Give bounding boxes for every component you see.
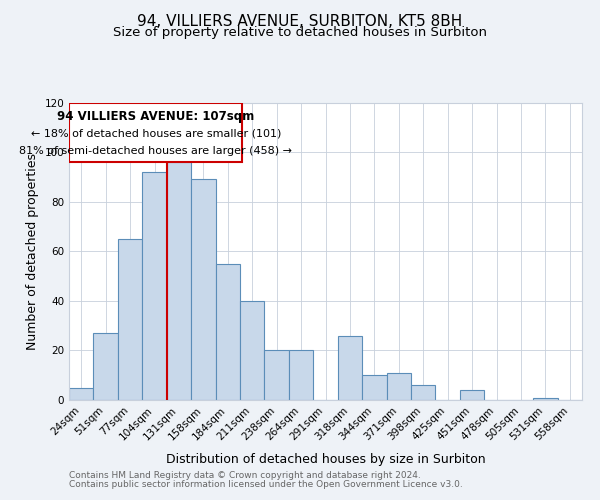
Bar (240, 301, 265, 400)
Bar (411, 385, 436, 400)
Bar (362, 375, 386, 400)
Bar (386, 372, 411, 400)
Bar (167, 162, 191, 400)
X-axis label: Distribution of detached houses by size in Surbiton: Distribution of detached houses by size … (166, 453, 485, 466)
Text: 94, VILLIERS AVENUE, SURBITON, KT5 8BH: 94, VILLIERS AVENUE, SURBITON, KT5 8BH (137, 14, 463, 29)
Text: Size of property relative to detached houses in Surbiton: Size of property relative to detached ho… (113, 26, 487, 39)
Bar (118, 239, 142, 400)
Text: 81% of semi-detached houses are larger (458) →: 81% of semi-detached houses are larger (… (19, 146, 292, 156)
Text: Contains HM Land Registry data © Crown copyright and database right 2024.: Contains HM Land Registry data © Crown c… (69, 471, 421, 480)
Text: Contains public sector information licensed under the Open Government Licence v3: Contains public sector information licen… (69, 480, 463, 489)
FancyBboxPatch shape (69, 102, 242, 162)
Bar (338, 336, 362, 400)
Bar (215, 264, 240, 400)
Y-axis label: Number of detached properties: Number of detached properties (26, 153, 39, 350)
Text: ← 18% of detached houses are smaller (101): ← 18% of detached houses are smaller (10… (31, 128, 281, 138)
Bar (69, 388, 94, 400)
Bar (265, 350, 289, 400)
Bar (94, 333, 118, 400)
Bar (289, 350, 313, 400)
Bar (142, 172, 167, 400)
Bar (191, 180, 215, 400)
Text: 94 VILLIERS AVENUE: 107sqm: 94 VILLIERS AVENUE: 107sqm (57, 110, 254, 122)
Bar (460, 390, 484, 400)
Bar (533, 398, 557, 400)
